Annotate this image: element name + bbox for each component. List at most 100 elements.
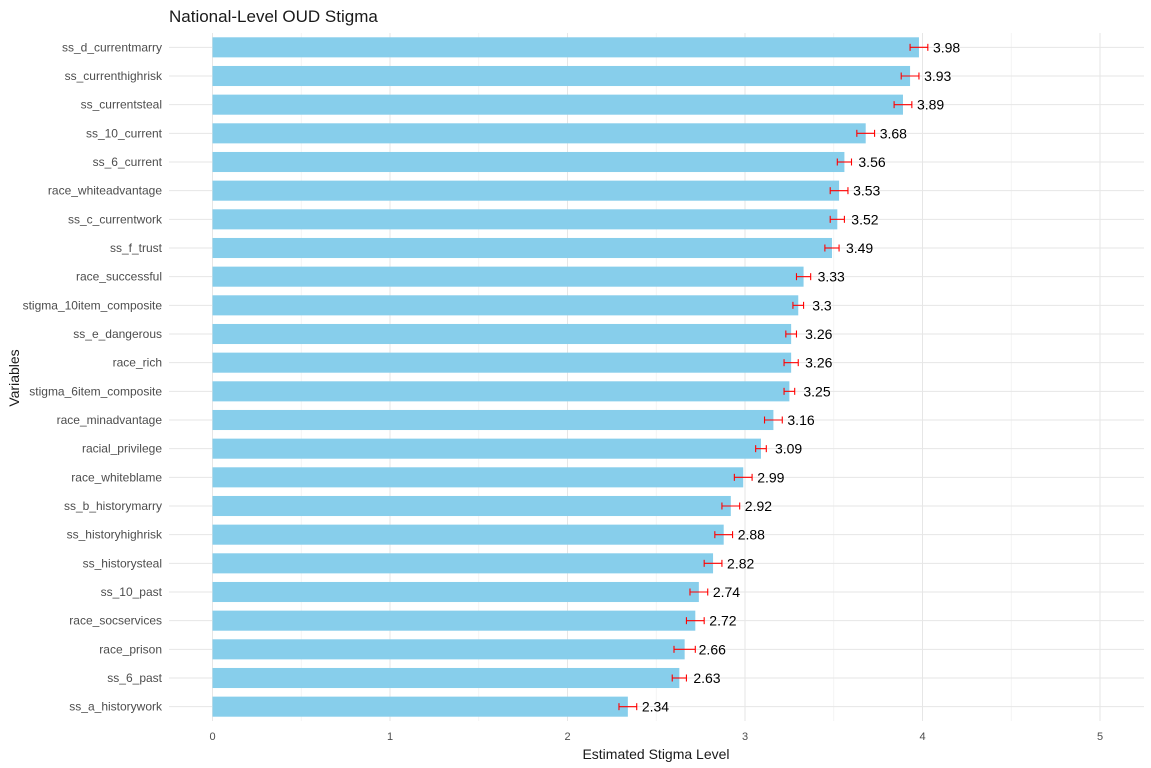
bar bbox=[212, 37, 919, 58]
error-bar bbox=[785, 330, 798, 338]
error-bar bbox=[755, 445, 767, 453]
data-label: 3.26 bbox=[805, 326, 832, 342]
error-bar bbox=[783, 387, 796, 395]
x-tick-label: 1 bbox=[387, 731, 393, 743]
error-bar bbox=[703, 559, 723, 567]
data-label: 3.16 bbox=[787, 412, 814, 428]
y-tick-label: race_minadvantage bbox=[57, 413, 163, 427]
x-tick-label: 0 bbox=[209, 731, 215, 743]
bar bbox=[212, 581, 699, 603]
data-label: 2.66 bbox=[699, 641, 726, 657]
bar bbox=[212, 209, 838, 230]
y-tick-label: race_successful bbox=[76, 270, 162, 284]
bar bbox=[212, 180, 840, 201]
y-tick-label: ss_10_past bbox=[101, 585, 163, 599]
bar bbox=[212, 266, 804, 287]
error-bar bbox=[900, 72, 920, 80]
data-label: 2.34 bbox=[642, 699, 669, 715]
x-axis-title: Estimated Stigma Level bbox=[582, 746, 729, 762]
bar bbox=[212, 467, 744, 488]
y-tick-label: ss_historysteal bbox=[83, 556, 162, 570]
x-tick-label: 3 bbox=[742, 731, 748, 743]
data-label: 2.99 bbox=[757, 469, 784, 485]
data-label: 3.52 bbox=[851, 211, 878, 227]
x-axis-ticks: 0 1 2 3 4 5 bbox=[209, 731, 1103, 743]
data-label: 3.53 bbox=[853, 183, 880, 199]
error-bar bbox=[893, 101, 913, 109]
y-tick-label: race_whiteadvantage bbox=[48, 184, 162, 198]
error-bars bbox=[618, 43, 929, 711]
error-bar bbox=[795, 273, 812, 281]
y-tick-label: race_rich bbox=[113, 356, 162, 370]
bar bbox=[212, 94, 903, 115]
data-labels: 3.98 3.93 3.89 3.68 3.56 3.53 3.52 3.493.33 3.3 3… bbox=[642, 39, 961, 714]
error-bar bbox=[618, 703, 638, 711]
error-bar bbox=[836, 158, 853, 166]
chart-title: National-Level OUD Stigma bbox=[169, 7, 378, 26]
bar bbox=[212, 438, 761, 459]
y-tick-label: stigma_10item_composite bbox=[23, 298, 163, 312]
data-label: 3.25 bbox=[803, 383, 830, 399]
error-bar bbox=[783, 359, 799, 367]
bar bbox=[212, 323, 792, 345]
data-label: 2.92 bbox=[745, 498, 772, 514]
data-label: 3.89 bbox=[917, 97, 944, 113]
y-axis-title: Variables bbox=[6, 349, 22, 406]
y-tick-label: race_socservices bbox=[69, 614, 162, 628]
y-tick-label: ss_e_dangerous bbox=[73, 327, 162, 341]
error-bar bbox=[689, 588, 709, 596]
y-tick-label: racial_privilege bbox=[82, 442, 162, 456]
bar bbox=[212, 123, 866, 144]
error-bar bbox=[829, 187, 849, 195]
data-label: 3.68 bbox=[880, 125, 907, 141]
y-tick-label: ss_6_past bbox=[107, 671, 162, 685]
data-label: 3.3 bbox=[812, 297, 832, 313]
data-label: 2.82 bbox=[727, 555, 754, 571]
error-bar bbox=[714, 531, 734, 539]
bar bbox=[212, 696, 628, 717]
bar bbox=[212, 524, 724, 545]
bar bbox=[212, 151, 845, 173]
y-tick-label: ss_currenthighrisk bbox=[65, 69, 163, 83]
data-label: 3.09 bbox=[775, 441, 802, 457]
error-bar bbox=[792, 301, 805, 309]
error-bar bbox=[763, 416, 783, 424]
error-bar bbox=[733, 473, 753, 481]
data-label: 3.98 bbox=[933, 39, 960, 55]
bar bbox=[212, 553, 714, 574]
x-tick-label: 4 bbox=[919, 731, 925, 743]
bar bbox=[212, 65, 911, 87]
y-axis-labels: ss_d_currentmarry ss_currenthighrisk ss_cu… bbox=[23, 40, 163, 713]
y-tick-label: ss_10_current bbox=[86, 126, 163, 140]
bar bbox=[212, 409, 774, 431]
data-label: 3.93 bbox=[924, 68, 951, 84]
x-tick-label: 5 bbox=[1097, 731, 1103, 743]
y-tick-label: ss_d_currentmarry bbox=[62, 40, 162, 54]
bar bbox=[212, 667, 680, 689]
error-bar bbox=[685, 617, 705, 625]
bars bbox=[212, 37, 919, 717]
bar bbox=[212, 639, 685, 660]
error-bar bbox=[909, 43, 929, 51]
error-bar bbox=[721, 502, 741, 510]
data-label: 2.63 bbox=[693, 670, 720, 686]
bar bbox=[212, 352, 792, 373]
y-tick-label: stigma_6item_composite bbox=[29, 384, 162, 398]
y-tick-label: ss_c_currentwork bbox=[68, 212, 163, 226]
data-label: 2.88 bbox=[738, 527, 765, 543]
bar bbox=[212, 295, 799, 316]
y-tick-label: ss_6_current bbox=[93, 155, 163, 169]
error-bar bbox=[829, 215, 845, 223]
y-tick-label: race_whiteblame bbox=[71, 470, 162, 484]
y-tick-label: ss_a_historywork bbox=[69, 700, 163, 714]
data-label: 3.49 bbox=[846, 240, 873, 256]
x-tick-label: 2 bbox=[564, 731, 570, 743]
y-tick-label: race_prison bbox=[99, 642, 162, 656]
bar bbox=[212, 610, 696, 631]
data-label: 3.33 bbox=[818, 269, 845, 285]
data-label: 2.72 bbox=[709, 613, 736, 629]
data-label: 2.74 bbox=[713, 584, 740, 600]
y-tick-label: ss_historyhighrisk bbox=[67, 528, 163, 542]
data-label: 3.56 bbox=[858, 154, 885, 170]
